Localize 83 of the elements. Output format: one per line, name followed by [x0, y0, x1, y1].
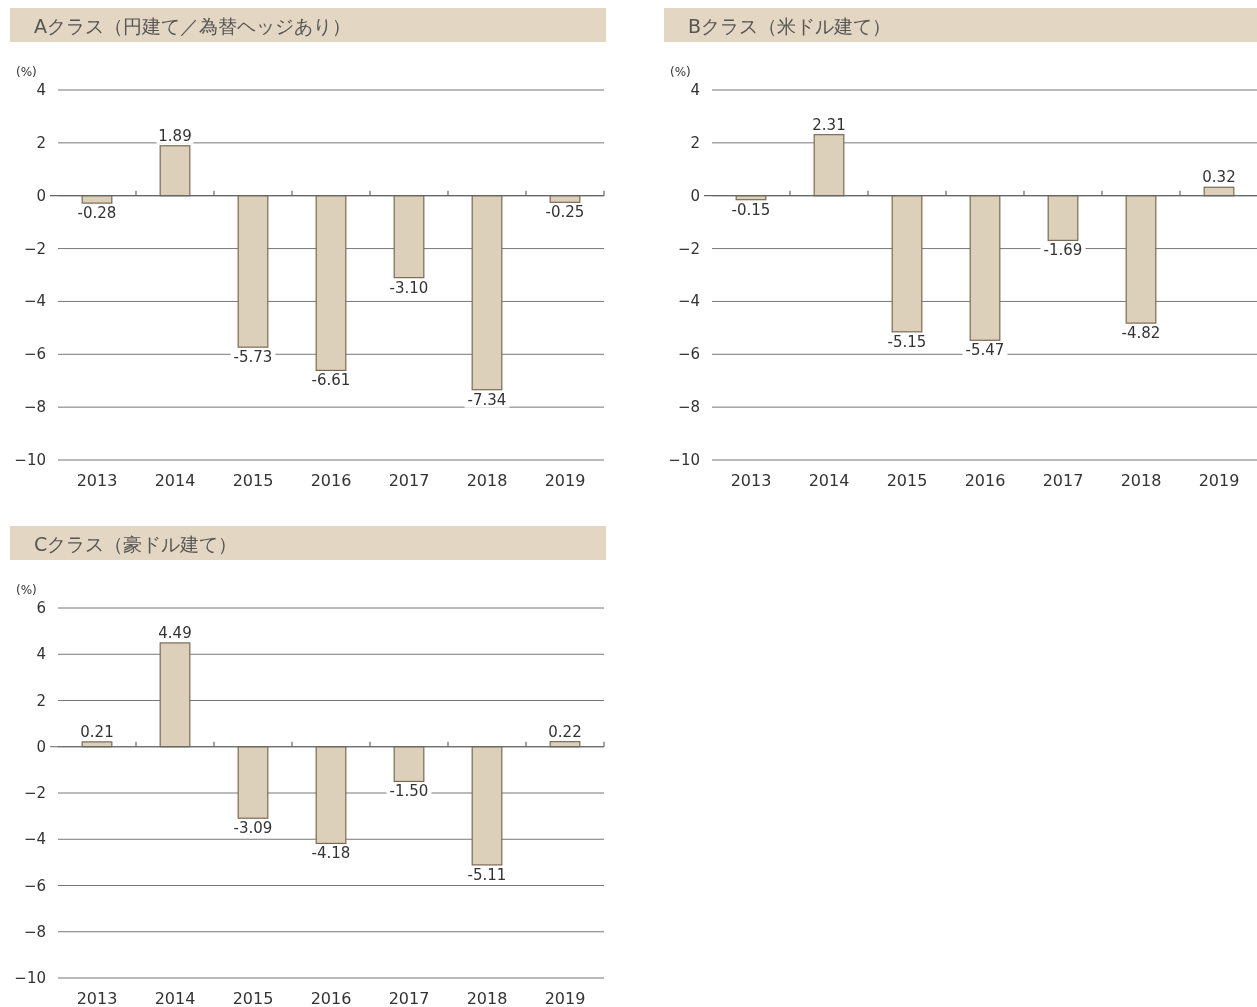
- bar: [1125, 195, 1157, 324]
- x-tick-label: 2018: [466, 989, 508, 1007]
- x-tick-label: 2014: [154, 471, 196, 490]
- y-tick-label: −8: [23, 922, 46, 941]
- x-tick-label: 2016: [310, 989, 352, 1007]
- y-tick-label: −10: [668, 451, 700, 469]
- x-tick-label: 2015: [886, 471, 928, 490]
- y-tick-label: 4: [36, 645, 46, 664]
- data-label: -5.15: [887, 332, 927, 351]
- x-tick-label: 2013: [76, 989, 118, 1007]
- chart-title: Bクラス（米ドル建て）: [688, 15, 892, 37]
- x-tick-label: 2014: [808, 471, 850, 490]
- chart-title: Aクラス（円建て／為替ヘッジあり）: [34, 15, 351, 37]
- bar: [471, 746, 503, 866]
- x-tick-label: 2016: [964, 471, 1006, 490]
- data-label: 2.31: [812, 115, 846, 134]
- data-label: 0.22: [548, 722, 582, 741]
- y-tick-label: −4: [23, 830, 46, 849]
- y-tick-label: −10: [14, 969, 46, 987]
- chart-title: Cクラス（豪ドル建て）: [34, 533, 238, 555]
- y-axis-title: (%): [16, 583, 37, 597]
- data-label: 0.21: [80, 722, 114, 741]
- bar: [315, 746, 347, 845]
- y-tick-label: 4: [36, 81, 46, 99]
- bar: [237, 746, 269, 819]
- y-tick-label: −4: [677, 292, 700, 311]
- bar: [159, 642, 191, 748]
- data-label: -3.09: [233, 819, 273, 838]
- y-tick-label: 4: [690, 81, 700, 99]
- y-axis-title: (%): [16, 65, 37, 79]
- y-tick-label: −4: [23, 292, 46, 311]
- y-tick-label: −2: [23, 239, 46, 258]
- y-tick-label: 0: [36, 737, 46, 756]
- x-tick-label: 2019: [544, 989, 586, 1007]
- y-tick-label: 2: [36, 133, 46, 152]
- data-label: -7.34: [467, 390, 507, 409]
- bar: [1047, 195, 1079, 241]
- y-tick-label: 2: [36, 691, 46, 710]
- data-label: -5.47: [965, 341, 1005, 360]
- data-label: -0.28: [77, 204, 117, 223]
- data-label: -5.73: [233, 348, 273, 367]
- x-tick-label: 2016: [310, 471, 352, 490]
- data-label: -6.61: [311, 371, 351, 390]
- y-tick-label: −6: [677, 345, 700, 364]
- y-tick-label: 6: [36, 599, 46, 617]
- x-tick-label: 2017: [388, 989, 430, 1007]
- x-tick-label: 2019: [544, 471, 586, 490]
- data-label: -4.18: [311, 844, 351, 863]
- x-tick-label: 2014: [154, 989, 196, 1007]
- data-label: -1.69: [1043, 241, 1083, 260]
- data-label: -0.25: [545, 203, 585, 222]
- data-label: -4.82: [1121, 324, 1161, 343]
- data-label: 1.89: [158, 126, 192, 145]
- data-label: -1.50: [389, 782, 429, 801]
- data-label: 0.32: [1202, 168, 1236, 187]
- bar: [891, 195, 923, 333]
- x-tick-label: 2013: [730, 471, 772, 490]
- y-tick-label: −6: [23, 876, 46, 895]
- x-tick-label: 2013: [76, 471, 118, 490]
- bar: [393, 746, 425, 783]
- bar: [813, 134, 845, 197]
- x-tick-label: 2015: [232, 471, 274, 490]
- y-tick-label: 0: [36, 186, 46, 205]
- y-tick-label: −2: [677, 239, 700, 258]
- x-tick-label: 2019: [1198, 471, 1240, 490]
- y-tick-label: −10: [14, 451, 46, 469]
- data-label: 4.49: [158, 623, 192, 642]
- x-tick-label: 2017: [388, 471, 430, 490]
- x-tick-label: 2017: [1042, 471, 1084, 490]
- y-tick-label: −2: [23, 784, 46, 802]
- y-tick-label: 2: [690, 133, 700, 152]
- y-tick-label: −8: [677, 398, 700, 417]
- x-tick-label: 2018: [1120, 471, 1162, 490]
- x-tick-label: 2018: [466, 471, 508, 490]
- y-tick-label: 0: [690, 186, 700, 205]
- bar: [969, 195, 1001, 341]
- data-label: -5.11: [467, 865, 507, 884]
- x-tick-label: 2015: [232, 989, 274, 1007]
- data-label: -3.10: [389, 278, 429, 297]
- y-tick-label: −6: [23, 345, 46, 364]
- y-tick-label: −8: [23, 398, 46, 417]
- data-label: -0.15: [731, 200, 771, 219]
- y-axis-title: (%): [670, 65, 691, 79]
